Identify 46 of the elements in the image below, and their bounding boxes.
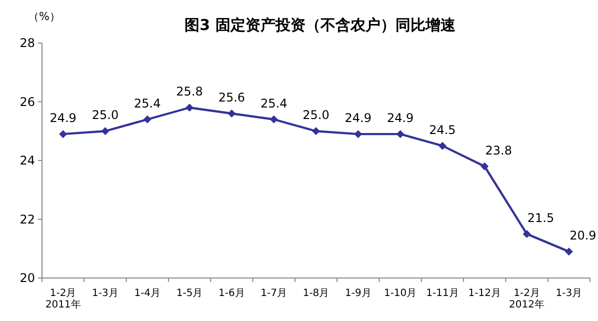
x-tick-label: 1-2月 2011年	[45, 288, 81, 310]
y-tick-label: 20	[20, 271, 35, 285]
data-label: 25.0	[92, 108, 119, 122]
data-label: 20.9	[570, 228, 596, 243]
data-label: 24.9	[50, 111, 76, 126]
y-tick-label: 28	[20, 36, 35, 50]
point	[143, 115, 152, 124]
data-label: 25.4	[260, 96, 288, 110]
y-tick-label: 22	[20, 212, 35, 226]
x-tick-label: 1-11月	[426, 288, 459, 299]
point	[480, 162, 489, 170]
x-tick-label: 1-3月	[556, 288, 582, 299]
x-tick-label: 1-2月 2012年	[509, 288, 544, 310]
y-axis-title: （%）	[28, 10, 60, 23]
point	[101, 127, 110, 136]
point	[228, 110, 236, 118]
data-label: 25.6	[218, 90, 246, 104]
x-tick-label: 1-5月	[176, 288, 203, 299]
x-tick-label: 1-10月	[384, 288, 417, 299]
point	[312, 127, 320, 136]
point	[354, 130, 362, 138]
x-tick-label: 1-7月	[260, 288, 288, 299]
point	[522, 230, 531, 238]
data-label: 24.9	[386, 111, 414, 126]
x-tick-label: 1-12月	[468, 288, 501, 299]
y-tick-label: 24	[20, 154, 35, 168]
data-label: 25.4	[134, 96, 161, 110]
x-tick-label: 1-6月	[218, 288, 245, 299]
point	[270, 115, 278, 124]
x-tick-label: 1-8月	[302, 288, 330, 299]
chart-title: 图3 固定资产投资（不含农户）同比增速	[184, 16, 456, 34]
point	[438, 142, 446, 150]
data-label: 25.0	[302, 108, 330, 122]
point	[59, 130, 68, 138]
x-tick-label: 1-4月	[134, 288, 161, 299]
data-label: 25.8	[176, 84, 203, 99]
data-label: 21.5	[527, 210, 554, 225]
point	[186, 104, 194, 112]
data-label: 24.9	[344, 111, 372, 126]
point	[396, 130, 404, 138]
data-label: 23.8	[485, 143, 512, 158]
data-label: 24.5	[429, 122, 456, 137]
x-tick-label: 1-9月	[344, 288, 372, 299]
y-tick-label: 26	[20, 94, 35, 109]
x-tick-label: 1-3月	[92, 288, 118, 299]
point	[564, 248, 573, 256]
